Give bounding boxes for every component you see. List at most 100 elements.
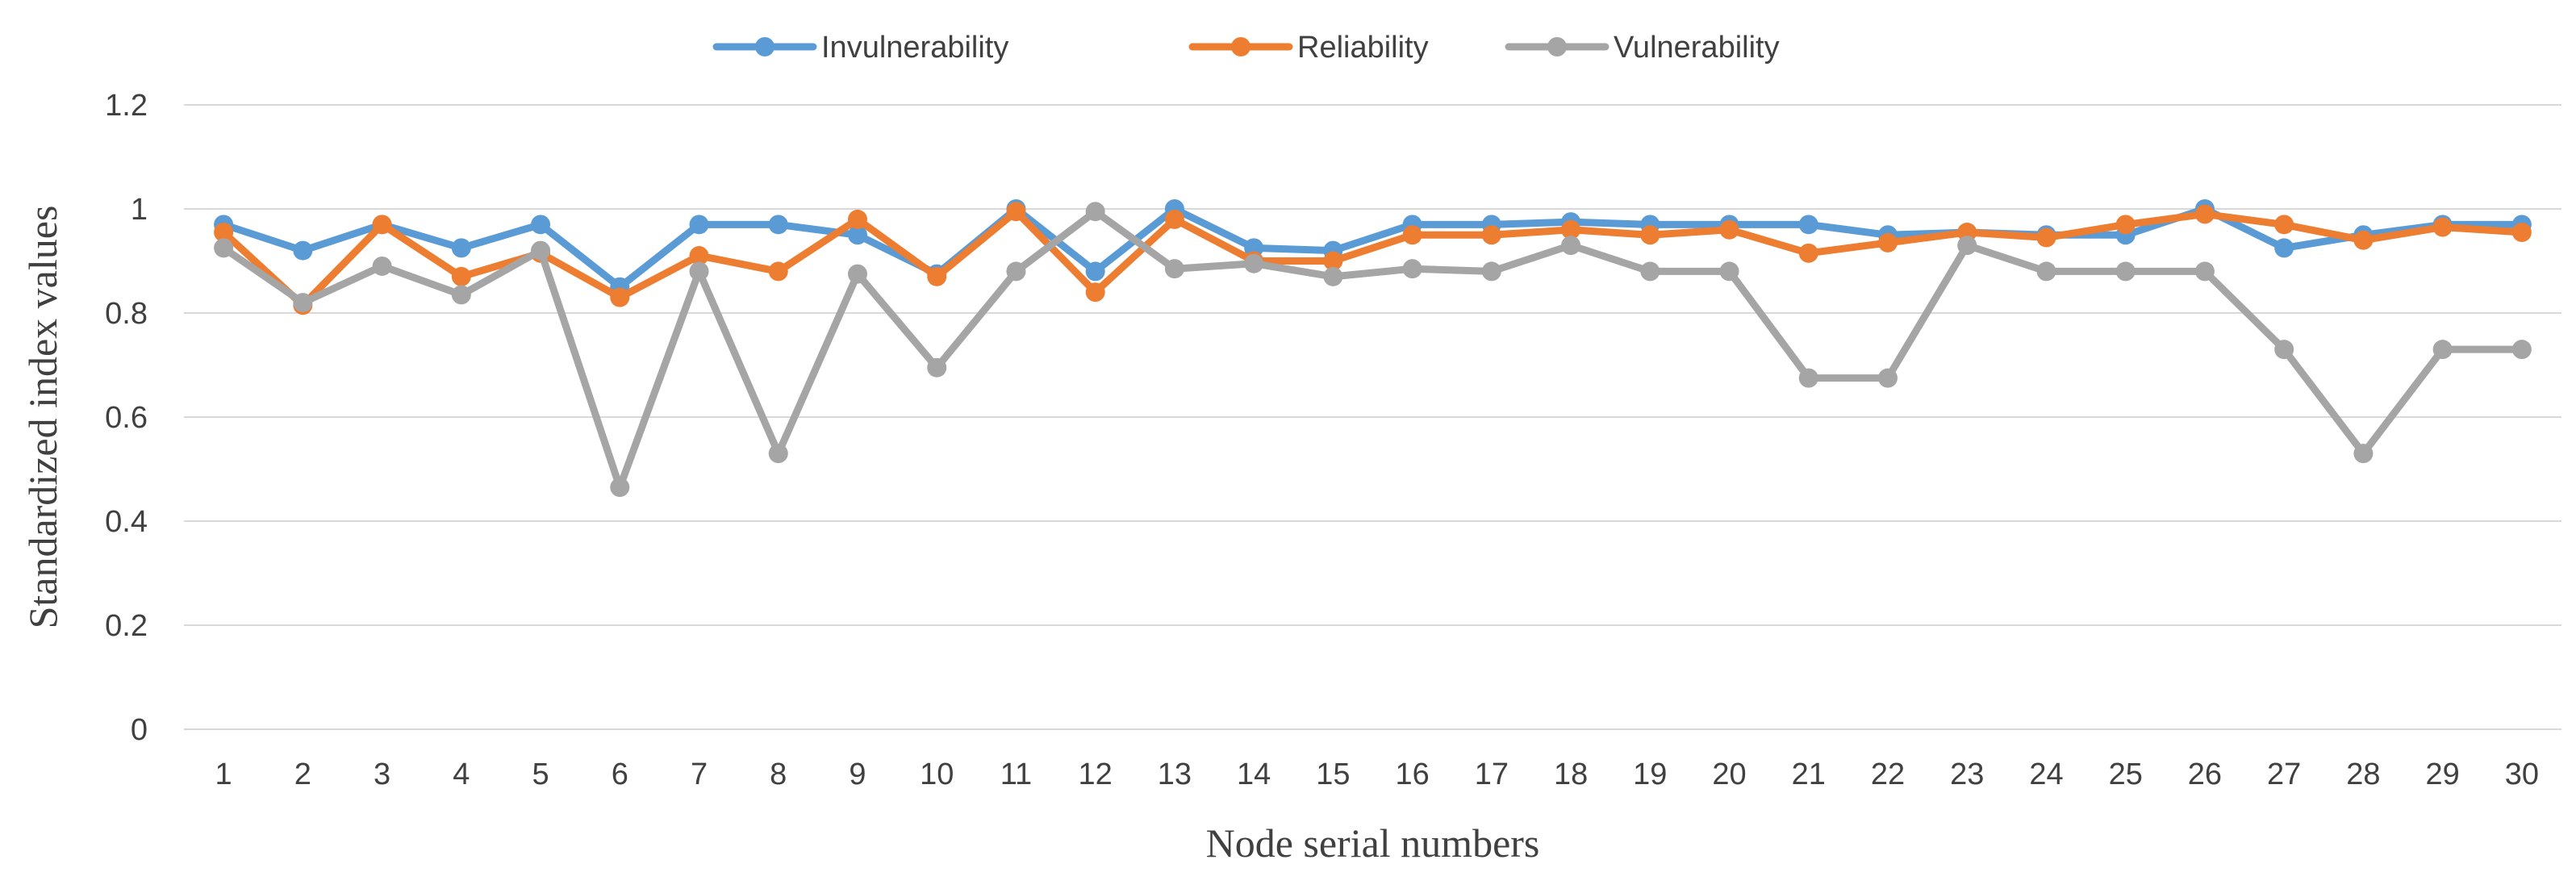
- legend-marker: [1231, 37, 1250, 56]
- y-axis-title: Standardized index values: [20, 206, 65, 629]
- data-point: [689, 215, 709, 235]
- series-line: [219, 205, 2526, 291]
- data-point: [2353, 230, 2374, 250]
- data-point: [2194, 204, 2215, 224]
- x-tick-label: 5: [532, 758, 549, 791]
- data-point: [927, 357, 947, 378]
- data-point: [1878, 368, 1898, 388]
- y-tick-label: 0.2: [105, 609, 148, 643]
- x-tick-label: 12: [1079, 758, 1113, 791]
- series-vulnerability: [214, 202, 2532, 498]
- x-tick-label: 29: [2426, 758, 2460, 791]
- data-point: [1878, 232, 1898, 253]
- x-tick-label: 1: [215, 758, 232, 791]
- x-tick-label: 11: [1000, 758, 1032, 791]
- data-point: [2432, 217, 2453, 237]
- data-point: [2274, 340, 2294, 360]
- data-point: [847, 264, 867, 284]
- data-point: [2432, 340, 2453, 360]
- data-point: [1798, 243, 1818, 263]
- data-point: [1481, 225, 1501, 245]
- data-point: [531, 215, 551, 235]
- x-tick-label: 6: [612, 758, 628, 791]
- data-point: [2115, 261, 2136, 282]
- legend-label: Reliability: [1297, 31, 1429, 65]
- data-point: [2036, 227, 2056, 248]
- x-tick-label: 18: [1554, 758, 1588, 791]
- x-tick-label: 7: [691, 758, 708, 791]
- x-tick-label: 14: [1237, 758, 1271, 791]
- x-tick-label: 8: [770, 758, 787, 791]
- data-point: [1719, 261, 1739, 282]
- y-tick-label: 1: [131, 193, 148, 227]
- data-point: [610, 287, 630, 307]
- data-point: [1006, 202, 1026, 222]
- data-point: [2511, 340, 2532, 360]
- x-tick-label: 20: [1712, 758, 1746, 791]
- data-point: [1561, 219, 1581, 240]
- data-point: [689, 261, 709, 282]
- data-point: [847, 209, 867, 229]
- legend-item-reliability: Reliability: [1188, 31, 1429, 65]
- data-point: [531, 240, 551, 261]
- data-point: [2036, 261, 2056, 282]
- data-point: [372, 256, 392, 276]
- data-point: [768, 261, 788, 282]
- data-point: [1640, 225, 1660, 245]
- legend-marker: [755, 37, 774, 56]
- legend-item-vulnerability: Vulnerability: [1505, 31, 1780, 65]
- x-tick-label: 23: [1950, 758, 1984, 791]
- data-point: [1481, 261, 1501, 282]
- x-tick-label: 17: [1475, 758, 1509, 791]
- legend-marker: [1547, 37, 1567, 56]
- data-point: [1561, 236, 1581, 256]
- series-line: [219, 207, 2526, 491]
- series-line: [219, 207, 2526, 309]
- x-tick-label: 22: [1871, 758, 1905, 791]
- axes: 00.20.40.60.811.21 2 3 4 5 6 7 8 9 10 11 12 13 14 15 16…: [105, 89, 2539, 791]
- data-point: [1085, 261, 1105, 282]
- x-tick-label: 24: [2029, 758, 2063, 791]
- series-reliability: [214, 202, 2532, 315]
- data-point: [768, 215, 788, 235]
- legend-label: Vulnerability: [1614, 31, 1780, 65]
- series-lines: [214, 199, 2532, 498]
- y-tick-label: 0.6: [105, 401, 148, 435]
- x-tick-label: 26: [2188, 758, 2222, 791]
- y-tick-label: 0.8: [105, 297, 148, 331]
- data-point: [1244, 253, 1264, 273]
- data-point: [1798, 368, 1818, 388]
- x-tick-label: 30: [2505, 758, 2539, 791]
- data-point: [2274, 215, 2294, 235]
- y-tick-label: 0: [131, 713, 148, 747]
- x-tick-label: 15: [1316, 758, 1350, 791]
- y-tick-label: 1.2: [105, 89, 148, 123]
- data-point: [214, 223, 234, 243]
- data-point: [1006, 261, 1026, 282]
- x-tick-label: 4: [453, 758, 470, 791]
- data-point: [847, 225, 867, 245]
- x-tick-label: 19: [1633, 758, 1667, 791]
- data-point: [1798, 215, 1818, 235]
- x-tick-label: 25: [2109, 758, 2143, 791]
- x-tick-label: 10: [920, 758, 954, 791]
- data-point: [689, 246, 709, 266]
- data-point: [927, 266, 947, 286]
- x-tick-label: 3: [374, 758, 390, 791]
- data-point: [293, 293, 313, 313]
- legend-item-invulnerability: Invulnerability: [712, 31, 1008, 65]
- x-tick-label: 27: [2267, 758, 2301, 791]
- x-tick-label: 13: [1158, 758, 1192, 791]
- data-point: [214, 238, 234, 258]
- data-point: [1957, 236, 1977, 256]
- data-point: [2115, 215, 2136, 235]
- x-tick-label: 9: [849, 758, 866, 791]
- data-point: [451, 285, 471, 305]
- data-point: [372, 215, 392, 235]
- legend: Invulnerability Reliability Vulnerability: [712, 31, 1780, 65]
- x-tick-label: 28: [2346, 758, 2380, 791]
- gridlines: [184, 104, 2561, 730]
- data-point: [451, 238, 471, 258]
- data-point: [1402, 259, 1422, 279]
